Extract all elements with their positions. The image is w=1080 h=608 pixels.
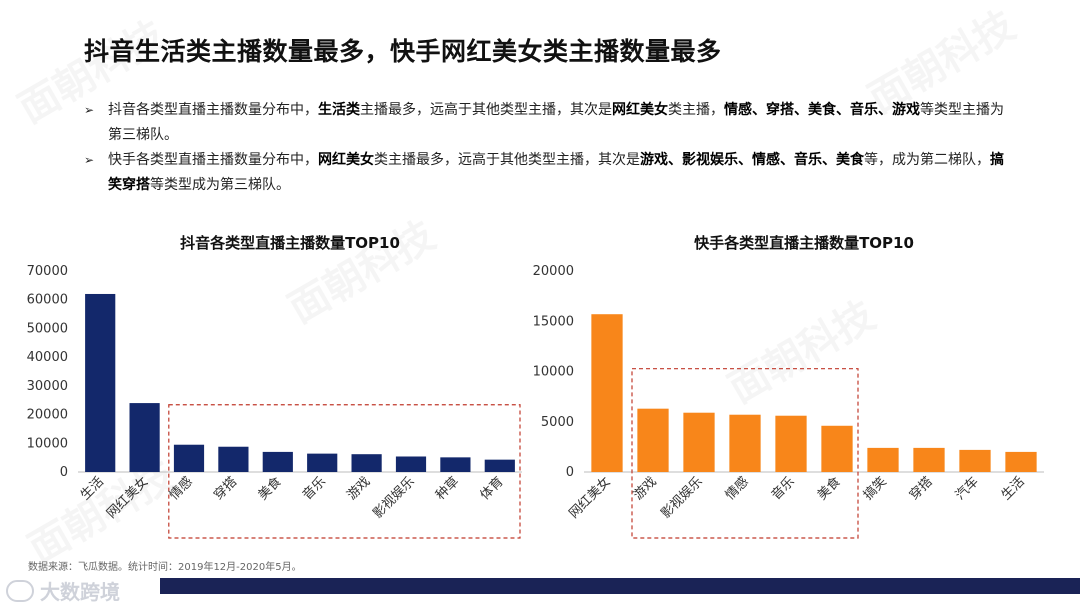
y-tick-label: 50000	[27, 321, 68, 336]
bar	[440, 457, 471, 472]
x-tick-label: 种草	[433, 474, 462, 503]
x-tick-label: 音乐	[768, 474, 798, 504]
x-tick-label: 情感	[166, 474, 196, 504]
bullet-text-run: 主播最多，远高于其他类型主播，其次是	[360, 102, 612, 118]
page-title: 抖音生活类主播数量最多，快手网红美女类主播数量最多	[84, 37, 722, 66]
bar	[395, 456, 427, 472]
y-tick-label: 15000	[533, 314, 574, 329]
brand-logo: 大数跨境	[6, 576, 120, 605]
bullet-bold-text: 网红美女	[612, 102, 668, 118]
bullet-text-run: 快手各类型直播主播数量分布中，	[108, 152, 318, 168]
highlight-box	[631, 368, 859, 539]
bullet-bold-text: 生活类	[318, 102, 360, 118]
y-tick-label: 30000	[27, 379, 68, 394]
bar	[173, 444, 205, 472]
x-tick-label: 生活	[999, 474, 1028, 503]
bar	[129, 403, 160, 472]
bullet-text: 快手各类型直播主播数量分布中，网红美女类主播最多，远高于其他类型主播，其次是游戏…	[108, 152, 1004, 193]
x-tick-label: 影视娱乐	[658, 474, 705, 521]
bullet-bold-text: 搞笑穿搭	[108, 152, 1004, 193]
y-tick-label: 10000	[533, 365, 574, 380]
bar	[307, 453, 338, 472]
bar	[821, 425, 853, 472]
bar	[85, 293, 116, 472]
bar	[262, 451, 293, 472]
y-tick-label: 0	[566, 465, 574, 480]
bullet-list: ➢ 抖音各类型直播主播数量分布中，生活类主播最多，远高于其他类型主播，其次是网红…	[84, 98, 1004, 198]
kuaishou-chart-svg: 快手各类型直播主播数量TOP10 0 5000 10000 15000 20000 网红美女…	[533, 234, 1044, 539]
logo-mark-icon	[6, 579, 34, 602]
bullet-text-run: 等类型成为第三梯队。	[150, 177, 290, 193]
x-tick-label: 音乐	[299, 474, 329, 504]
bullet-text-run: 抖音各类型直播主播数量分布中，	[108, 102, 318, 118]
bar	[959, 449, 991, 472]
bar	[218, 446, 249, 472]
bullet-bold-text: 网红美女	[318, 152, 374, 168]
bar	[867, 447, 899, 472]
x-tick-label: 穿搭	[211, 474, 241, 504]
bar	[637, 408, 669, 472]
x-tick-label: 影视娱乐	[370, 474, 417, 521]
x-tick-label: 搞笑	[860, 474, 890, 504]
x-tick-label: 网红美女	[103, 474, 151, 522]
douyin-chart: 抖音各类型直播主播数量TOP10 0 10000 20000 30000 40000 500…	[0, 228, 540, 558]
bar	[1005, 451, 1037, 472]
y-tick-label: 60000	[27, 293, 68, 308]
bar	[913, 447, 945, 472]
bar	[683, 412, 715, 472]
bullet-arrow-icon: ➢	[84, 153, 95, 167]
bullet-arrow-icon: ➢	[84, 103, 95, 117]
bullet-bold-text: 游戏、影视娱乐、情感、音乐、美食	[640, 152, 864, 168]
y-tick-label: 10000	[27, 436, 68, 451]
bar	[775, 415, 807, 472]
y-tick-label: 40000	[27, 350, 68, 365]
x-tick-label: 游戏	[344, 474, 373, 503]
x-tick-label: 情感	[722, 474, 752, 504]
x-tick-label: 美食	[255, 474, 285, 504]
bar	[591, 314, 623, 472]
bullet-bold-text: 情感、穿搭、美食、音乐、游戏	[724, 102, 920, 118]
bullet-text-run: 类主播，	[668, 102, 724, 118]
x-tick-label: 游戏	[631, 474, 660, 503]
bar	[484, 459, 515, 472]
x-tick-label: 网红美女	[566, 474, 614, 522]
douyin-chart-svg: 抖音各类型直播主播数量TOP10 0 10000 20000 30000 40000 500…	[27, 234, 522, 539]
data-source-note: 数据来源：飞瓜数据。统计时间：2019年12月-2020年5月。	[28, 562, 302, 573]
bullet-text-run: 等，成为第二梯队，	[864, 152, 990, 168]
y-tick-label: 20000	[533, 264, 574, 279]
y-tick-label: 5000	[541, 415, 574, 430]
highlight-box	[168, 404, 521, 539]
chart-title: 抖音各类型直播主播数量TOP10	[180, 234, 400, 252]
kuaishou-chart: 快手各类型直播主播数量TOP10 0 5000 10000 15000 20000 网红美女…	[533, 228, 1080, 558]
logo-text: 大数跨境	[40, 580, 120, 604]
y-tick-label: 0	[60, 465, 68, 480]
bullet-text-run: 等类型主播为第三梯队。	[108, 102, 1004, 143]
bullet-item: ➢ 快手各类型直播主播数量分布中，网红美女类主播最多，远高于其他类型主播，其次是…	[84, 148, 1004, 198]
x-tick-label: 体育	[477, 474, 507, 504]
footer-bar	[160, 578, 1080, 594]
bullet-item: ➢ 抖音各类型直播主播数量分布中，生活类主播最多，远高于其他类型主播，其次是网红…	[84, 98, 1004, 148]
x-tick-label: 美食	[814, 474, 844, 504]
x-tick-label: 穿搭	[906, 474, 936, 504]
y-tick-label: 70000	[27, 264, 68, 279]
y-tick-label: 20000	[27, 408, 68, 423]
chart-title: 快手各类型直播主播数量TOP10	[694, 234, 914, 252]
bullet-text: 抖音各类型直播主播数量分布中，生活类主播最多，远高于其他类型主播，其次是网红美女…	[108, 102, 1004, 143]
bar	[729, 414, 761, 472]
x-tick-label: 生活	[78, 474, 107, 503]
bullet-text-run: 类主播最多，远高于其他类型主播，其次是	[374, 152, 640, 168]
bar	[351, 454, 382, 472]
x-tick-label: 汽车	[952, 474, 982, 504]
